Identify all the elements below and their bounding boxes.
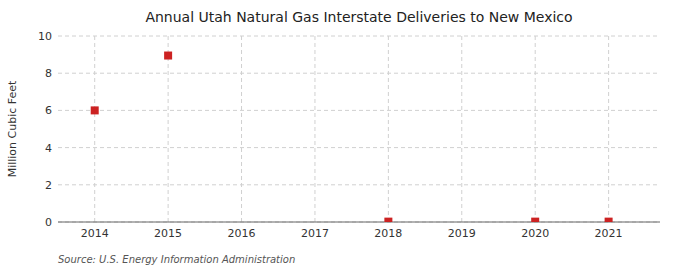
x-grid-line [168, 36, 169, 222]
point [384, 218, 392, 222]
x-tick-label: 2014 [81, 227, 109, 240]
x-tick-label: 2017 [301, 227, 329, 240]
x-grid-line [535, 36, 536, 222]
chart-svg: 2014 2015 2016 2017 2018 2019 2020 2021 0 2 4 6 8 10 A… [0, 0, 675, 275]
y-tick-label: 6 [45, 104, 52, 117]
points [91, 52, 613, 222]
y-axis-label: Million Cubic Feet [6, 80, 19, 177]
point [91, 106, 99, 114]
x-grid-line [314, 36, 315, 222]
grid [58, 36, 660, 222]
point [164, 52, 172, 60]
chart-container: 2014 2015 2016 2017 2018 2019 2020 2021 0 2 4 6 8 10 A… [0, 0, 675, 275]
x-tick-label: 2018 [374, 227, 402, 240]
y-grid-line [58, 184, 660, 185]
x-grid-line [461, 36, 462, 222]
y-grid-line [58, 36, 660, 37]
y-grid-line [58, 110, 660, 111]
x-tick-label: 2019 [448, 227, 476, 240]
y-tick-label: 8 [45, 67, 52, 80]
x-grid-line [241, 36, 242, 222]
y-grid-line [58, 222, 660, 223]
x-grid-line [94, 36, 95, 222]
y-tick-label: 2 [45, 179, 52, 192]
y-tick-label: 4 [45, 142, 52, 155]
x-grid-line [388, 36, 389, 222]
x-tick-label: 2021 [595, 227, 623, 240]
title: Annual Utah Natural Gas Interstate Deliv… [145, 9, 572, 25]
y-grid-line [58, 147, 660, 148]
y-tick-label: 10 [38, 30, 52, 43]
x-tick-label: 2015 [154, 227, 182, 240]
source-note: Source: U.S. Energy Information Administ… [58, 254, 295, 265]
point [531, 218, 539, 222]
x-tick-label: 2016 [228, 227, 256, 240]
x-axis-line [58, 222, 660, 223]
x-grid-line [608, 36, 609, 222]
x-tick-label: 2020 [521, 227, 549, 240]
y-grid-line [58, 73, 660, 74]
y-tick-label: 0 [45, 216, 52, 229]
point [605, 218, 613, 222]
